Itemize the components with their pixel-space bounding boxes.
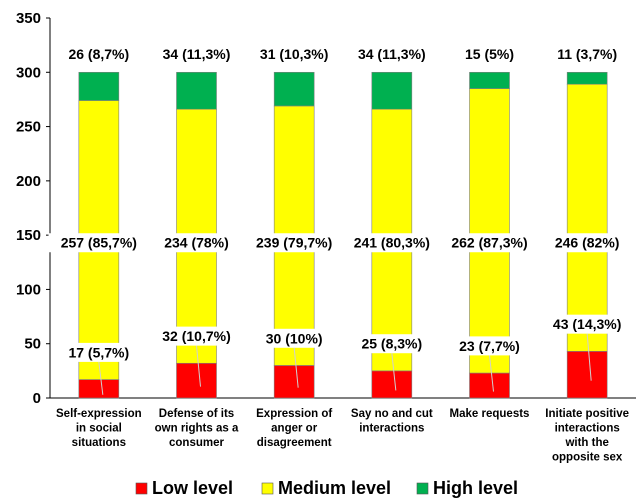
data-label: 11 (3,7%) (557, 46, 617, 62)
legend-swatch (135, 482, 148, 495)
category-label: Expression of (256, 408, 332, 420)
bar-segment (371, 370, 413, 399)
category-label: Make requests (450, 408, 530, 420)
leader-line (98, 361, 104, 395)
y-tick-label: 300 (16, 64, 41, 81)
legend-label: Medium level (278, 478, 391, 498)
category-label: Say no and cut (351, 408, 433, 420)
data-label: 246 (82%) (555, 235, 620, 251)
legend-swatch (261, 482, 274, 495)
category-label: interactions (555, 423, 620, 435)
category-label: in social (76, 423, 122, 435)
data-label: 15 (5%) (465, 46, 514, 62)
data-label: 23 (7,7%) (459, 338, 520, 354)
y-tick-label: 350 (16, 10, 41, 27)
bar-segment (78, 71, 120, 101)
category-label: own rights as a (155, 423, 239, 435)
legend: Low level Medium level High level (135, 478, 518, 498)
category-label: Initiate positive (545, 408, 629, 420)
category-label: Defense of its (159, 408, 234, 420)
data-label: 241 (80,3%) (354, 235, 430, 251)
y-tick-label: 150 (16, 227, 41, 244)
legend-swatch (416, 482, 429, 495)
bar-segment (371, 71, 413, 110)
data-label: 26 (8,7%) (68, 46, 129, 62)
data-label: 34 (11,3%) (163, 46, 231, 62)
data-label-box (545, 233, 629, 253)
category-label: Self-expression (56, 408, 142, 420)
category-label: interactions (359, 423, 424, 435)
leader-line (293, 347, 299, 388)
y-tick-label: 250 (16, 119, 41, 136)
bar-segment (176, 71, 217, 110)
data-label-box (48, 233, 150, 253)
axes: 0 50 100 150 200 250 300 350 (16, 10, 636, 407)
data-label: 17 (5,7%) (68, 344, 129, 360)
data-label-box (150, 44, 243, 64)
leader-line (586, 333, 592, 381)
data-label-box (150, 326, 243, 346)
data-label: 30 (10%) (266, 330, 323, 346)
leader-line (489, 355, 494, 392)
category-label: opposite sex (552, 452, 623, 464)
data-label-box (57, 342, 141, 362)
data-label: 31 (10,3%) (260, 46, 328, 62)
data-label-box (456, 44, 523, 64)
data-label-box (341, 233, 443, 253)
data-label-box (243, 233, 345, 253)
legend-label: Low level (152, 478, 233, 498)
data-label-box (541, 314, 634, 334)
y-tick-label: 200 (16, 173, 41, 190)
bar-segment (176, 362, 217, 399)
y-tick-label: 50 (24, 336, 41, 353)
data-label: 239 (79,7%) (256, 235, 332, 251)
bar-segment (566, 351, 608, 399)
data-label: 43 (14,3%) (553, 316, 621, 332)
leader-line (391, 353, 397, 391)
category-label: anger or (271, 423, 318, 435)
data-label-box (248, 44, 341, 64)
bar-segment (78, 379, 120, 399)
data-label-box (154, 233, 239, 253)
data-labels: 17 (5,7%) 257 (85,7%) 26 (8,7%) 32 (10,7%) 2… (48, 44, 634, 395)
category-label: consumer (169, 437, 224, 449)
bar-segment (469, 372, 510, 399)
data-label: 262 (87,3%) (451, 235, 527, 251)
data-label: 257 (85,7%) (61, 235, 137, 251)
data-label-box (447, 336, 532, 356)
data-label-box (350, 334, 434, 354)
data-label-box (256, 328, 332, 348)
data-label: 32 (10,7%) (162, 328, 230, 344)
category-labels: Self-expression in social situations Defens… (56, 408, 629, 464)
legend-label: High level (433, 478, 518, 498)
y-tick-label: 100 (16, 281, 41, 298)
data-label-box (57, 44, 141, 64)
data-label: 234 (78%) (164, 235, 229, 251)
leader-line (196, 345, 201, 387)
data-label-box (439, 233, 540, 253)
data-label-box (545, 44, 629, 64)
bar-segment (469, 71, 510, 89)
data-label: 25 (8,3%) (361, 336, 422, 352)
category-label: disagreement (257, 437, 332, 449)
bar-segment (273, 71, 315, 107)
bar-segment (273, 365, 315, 399)
category-label: situations (72, 437, 126, 449)
data-label: 34 (11,3%) (358, 46, 426, 62)
data-label-box (345, 44, 438, 64)
bar-segment (566, 71, 608, 85)
bars (78, 71, 608, 399)
bar-segment (469, 88, 510, 374)
bar-segment (566, 83, 608, 352)
category-label: with the (564, 437, 608, 449)
y-tick-label: 0 (33, 390, 41, 407)
